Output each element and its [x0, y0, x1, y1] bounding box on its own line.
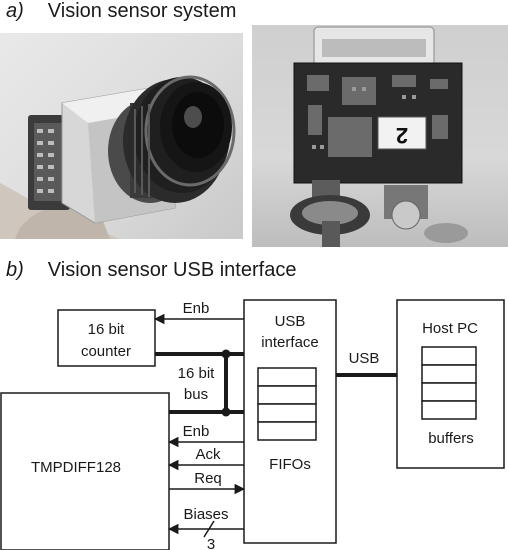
board-label-number: 2	[396, 123, 408, 148]
ack-label: Ack	[195, 446, 221, 463]
section-b-title: Vision sensor USB interface	[47, 259, 297, 281]
buffer-stack	[421, 346, 477, 420]
counter-label-line2: counter	[81, 343, 131, 360]
bus-label-line2: bus	[184, 386, 208, 403]
biases-slash	[203, 520, 215, 538]
board-photo: 2	[252, 25, 508, 247]
fifos-label: FIFOs	[269, 456, 311, 473]
bus-junction-top	[221, 349, 231, 359]
section-b-heading: b) Vision sensor USB interface	[6, 259, 296, 282]
camera-photo	[0, 33, 243, 239]
tmpdiff128-box	[0, 392, 170, 550]
usb-interface-label-line1: USB	[275, 313, 306, 330]
tmpdiff128-label: TMPDIFF128	[31, 459, 121, 476]
enb-sensor-label: Enb	[183, 423, 210, 440]
usb-link-label: USB	[349, 350, 380, 367]
host-pc-label: Host PC	[422, 320, 478, 337]
fifo-stack	[257, 367, 317, 441]
biases-count-label: 3	[207, 536, 215, 550]
req-label: Req	[194, 470, 222, 487]
section-a-heading: a) Vision sensor system	[6, 0, 236, 23]
counter-box	[57, 309, 156, 367]
buffers-label: buffers	[428, 430, 474, 447]
usb-interface-diagram: 16 bit counter USB interface FIFOs Host …	[0, 299, 505, 550]
biases-label: Biases	[183, 506, 228, 523]
section-b-letter: b)	[6, 259, 24, 281]
bus-label-line1: 16 bit	[178, 365, 216, 382]
section-a-letter: a)	[6, 0, 24, 22]
usb-interface-label-line2: interface	[261, 334, 319, 351]
section-a-title: Vision sensor system	[47, 0, 237, 22]
enb-counter-label: Enb	[183, 300, 210, 317]
bus-junction-bottom	[221, 407, 231, 417]
counter-label-line1: 16 bit	[88, 321, 126, 338]
